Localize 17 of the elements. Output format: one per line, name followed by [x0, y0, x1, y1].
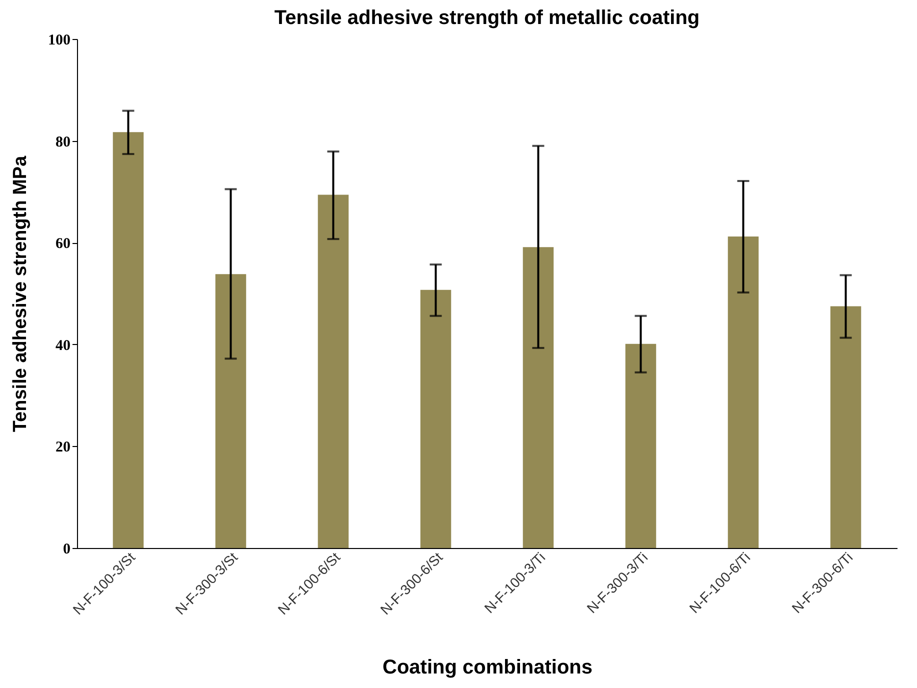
bar	[318, 194, 349, 548]
bar	[112, 132, 144, 548]
bar	[728, 236, 759, 548]
y-tick-label: 40	[56, 338, 70, 354]
y-tick-label: 20	[56, 440, 70, 456]
y-axis-title: Tensile adhesive strength MPa	[10, 155, 31, 432]
bar	[830, 306, 862, 548]
y-tick-label: 100	[48, 32, 70, 48]
chart-title: Tensile adhesive strength of metallic coating	[274, 7, 700, 29]
y-tick-label: 60	[56, 236, 70, 252]
y-tick-label: 80	[56, 134, 70, 150]
bar	[522, 247, 554, 548]
bar	[625, 344, 656, 548]
y-tick-label: 0	[63, 542, 70, 558]
bar	[420, 290, 452, 548]
x-axis-title: Coating combinations	[382, 656, 592, 679]
bar	[215, 274, 246, 548]
